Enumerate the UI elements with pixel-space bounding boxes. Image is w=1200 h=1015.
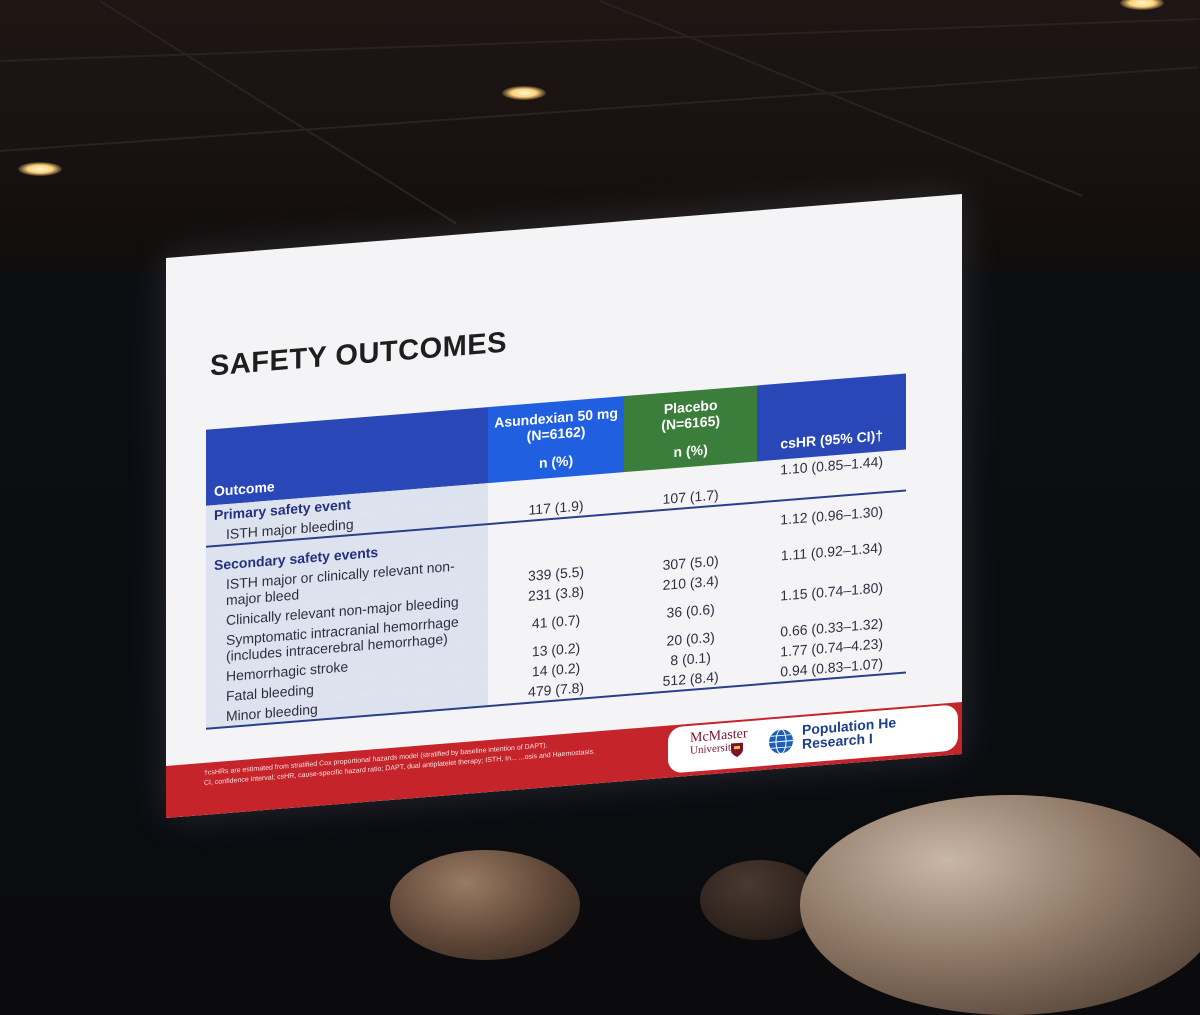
slide-footer: †csHRs are estimated from stratified Cox…: [166, 701, 962, 818]
ceiling-light: [1120, 0, 1164, 10]
header-outcome-label: Outcome: [214, 478, 275, 500]
ceiling-light: [502, 86, 546, 100]
header-placebo: Placebo (N=6165) n (%): [623, 385, 758, 473]
globe-icon: [769, 729, 793, 755]
header-cshr: csHR (95% CI)†: [757, 373, 906, 462]
ceiling-truss: [99, 0, 457, 225]
projected-slide: SAFETY OUTCOMES Outcome Asundexian 50 mg…: [166, 193, 962, 818]
ceiling-light: [18, 162, 62, 176]
ceiling-truss: [599, 0, 1083, 197]
audience-head: [800, 795, 1200, 1015]
slide-title: SAFETY OUTCOMES: [210, 326, 507, 383]
logo-card: McMaster University Population He Resear…: [668, 704, 958, 774]
safety-outcomes-table: Outcome Asundexian 50 mg (N=6162) n (%) …: [206, 373, 906, 729]
header-asundexian: Asundexian 50 mg (N=6162) n (%): [488, 396, 624, 484]
crest-icon: [731, 742, 743, 758]
header-cshr-label: csHR (95% CI)†: [780, 427, 884, 452]
ceiling-truss: [0, 66, 1198, 152]
phri-logo-text: Population He Research I: [802, 714, 897, 752]
audience-head: [390, 850, 580, 960]
ceiling-truss: [0, 18, 1200, 62]
